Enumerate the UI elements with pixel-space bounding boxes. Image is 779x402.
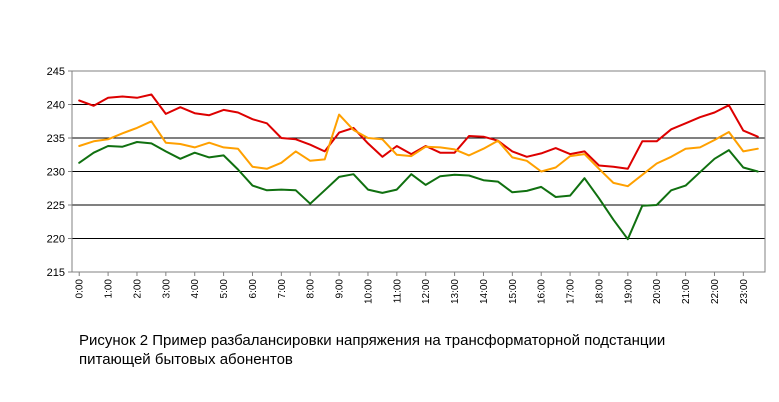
caption-line-2: питающей бытовых абонентов bbox=[79, 351, 293, 368]
x-tick-label: 15:00 bbox=[508, 279, 519, 304]
x-tick-label: 16:00 bbox=[537, 279, 548, 304]
x-tick-label: 9:00 bbox=[335, 279, 346, 299]
x-tick-label: 11:00 bbox=[392, 279, 403, 304]
x-tick-label: 4:00 bbox=[190, 279, 201, 299]
x-tick-label: 10:00 bbox=[363, 279, 374, 304]
x-tick-label: 20:00 bbox=[652, 279, 663, 304]
y-tick-label: 240 bbox=[47, 100, 65, 112]
x-tick-label: 0:00 bbox=[75, 279, 86, 299]
x-tick-label: 6:00 bbox=[248, 279, 259, 299]
y-tick-label: 220 bbox=[47, 234, 65, 246]
x-tick-label: 13:00 bbox=[450, 279, 461, 304]
horizontal-gridlines bbox=[72, 104, 765, 239]
x-tick-label: 14:00 bbox=[479, 279, 490, 304]
series-line-1 bbox=[78, 93, 759, 170]
y-tick-label: 235 bbox=[47, 133, 65, 145]
x-tick-label: 7:00 bbox=[277, 279, 288, 299]
x-tick-label: 18:00 bbox=[594, 279, 605, 304]
y-tick-label: 245 bbox=[47, 66, 65, 78]
x-tick-label: 17:00 bbox=[566, 279, 577, 304]
figure-caption: Рисунок 2 Пример разбалансировки напряже… bbox=[79, 331, 759, 369]
x-tick-label: 22:00 bbox=[710, 279, 721, 304]
x-tick-label: 23:00 bbox=[739, 279, 750, 304]
series-line-2 bbox=[78, 113, 759, 188]
voltage-line-chart: 215 220 225 230 235 240 245 0:00 1:00 2:00 3:00 4:… bbox=[47, 66, 766, 304]
x-tick-label: 8:00 bbox=[306, 279, 317, 299]
x-tick-label: 2:00 bbox=[132, 279, 143, 299]
x-axis: 0:00 1:00 2:00 3:00 4:00 5:00 6:00 7:00 8:00 9:00… bbox=[75, 272, 750, 304]
x-tick-label: 1:00 bbox=[104, 279, 115, 299]
series-lines bbox=[78, 93, 759, 241]
caption-line-1: Рисунок 2 Пример разбалансировки напряже… bbox=[79, 332, 666, 349]
y-tick-label: 215 bbox=[47, 267, 65, 279]
x-tick-label: 5:00 bbox=[219, 279, 230, 299]
y-tick-label: 225 bbox=[47, 200, 65, 212]
x-tick-label: 19:00 bbox=[623, 279, 634, 304]
y-axis: 215 220 225 230 235 240 245 bbox=[47, 66, 72, 279]
x-tick-label: 12:00 bbox=[421, 279, 432, 304]
x-tick-label: 21:00 bbox=[681, 279, 692, 304]
series-line-3 bbox=[78, 141, 759, 241]
x-tick-label: 3:00 bbox=[161, 279, 172, 299]
y-tick-label: 230 bbox=[47, 167, 65, 179]
